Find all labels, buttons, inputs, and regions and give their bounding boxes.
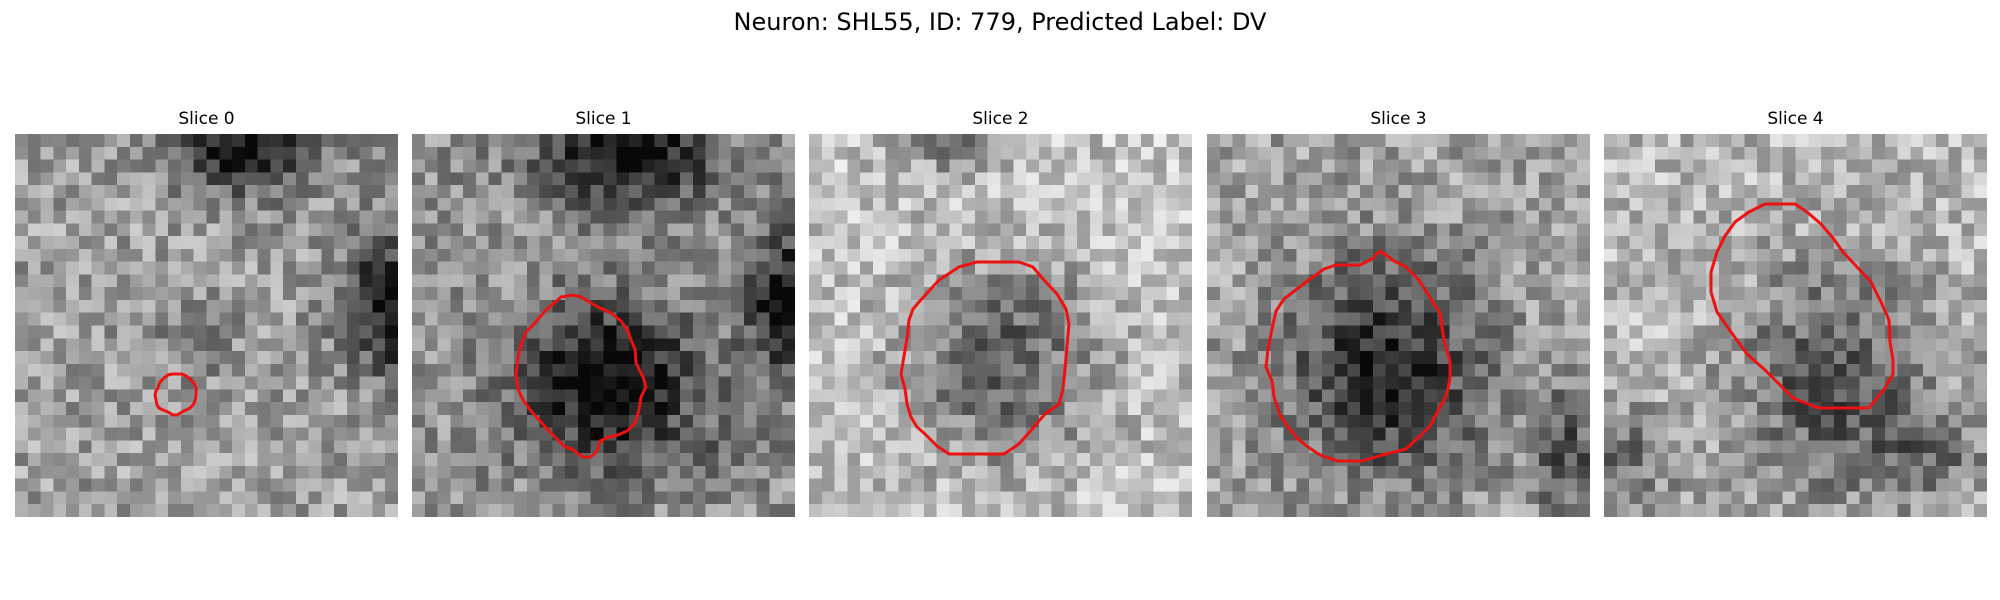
slice-4-contour <box>1709 202 1895 410</box>
roi-contour-line <box>1264 249 1452 463</box>
figure-title: Neuron: SHL55, ID: 779, Predicted Label:… <box>733 8 1267 36</box>
roi-contour-line <box>153 372 198 417</box>
slice-3-image <box>1207 134 1590 517</box>
panel-title-slice-3: Slice 3 <box>1370 109 1427 129</box>
slice-1-contour <box>514 293 648 459</box>
panel-title-slice-2: Slice 2 <box>972 109 1029 129</box>
slice-4-image <box>1604 134 1987 517</box>
panel-title-slice-0: Slice 0 <box>178 109 235 129</box>
slice-1-image <box>412 134 795 517</box>
slice-0-image <box>15 134 398 517</box>
slice-3-contour <box>1264 249 1452 463</box>
slice-0-contour <box>153 372 198 417</box>
panel-title-slice-4: Slice 4 <box>1767 109 1824 129</box>
roi-contour-line <box>1709 202 1895 410</box>
panel-title-slice-1: Slice 1 <box>575 109 632 129</box>
roi-contour-line <box>899 260 1071 456</box>
slice-2-contour <box>899 260 1071 456</box>
roi-contour-line <box>514 293 648 459</box>
